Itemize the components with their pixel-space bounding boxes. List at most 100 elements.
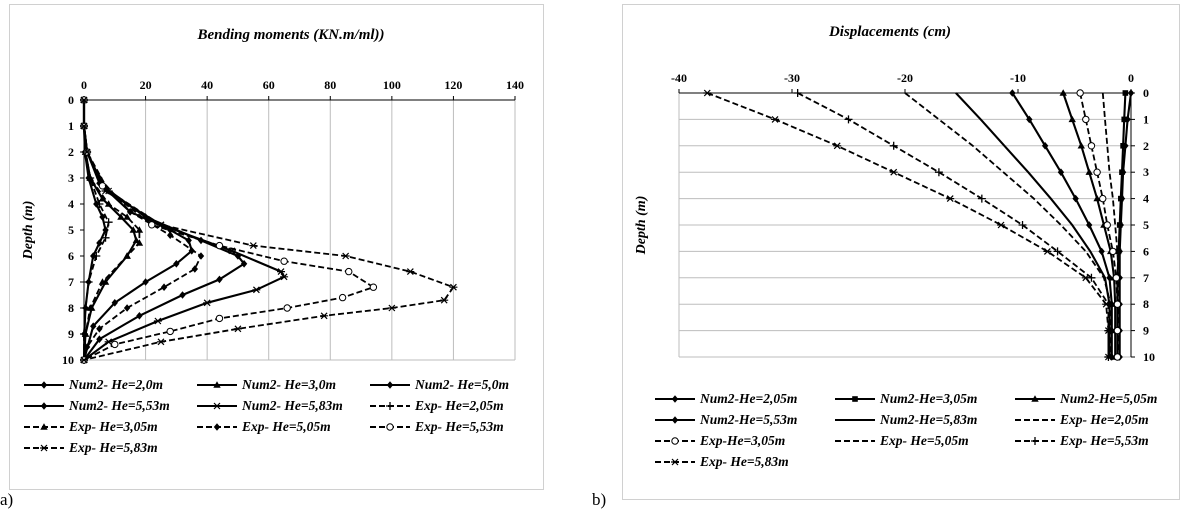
y-axis-label: Depth (m) bbox=[21, 201, 36, 261]
data-point bbox=[440, 296, 449, 304]
legend-swatch bbox=[24, 422, 64, 430]
data-point bbox=[135, 226, 144, 233]
legend-swatch-marker bbox=[386, 401, 394, 410]
x-tick-label: 120 bbox=[444, 78, 462, 92]
data-point bbox=[369, 283, 378, 291]
legend-label: Num2-He=5,05m bbox=[1060, 390, 1158, 406]
data-point bbox=[977, 194, 986, 203]
data-point bbox=[160, 283, 168, 291]
legend-entry-num2-he-5-05m: Num2-He=5,05m bbox=[1013, 388, 1183, 409]
legend-label: Exp- He=5,05m bbox=[242, 418, 331, 434]
data-point bbox=[1072, 194, 1079, 203]
legend-entry-num2-he-5-53m: Num2- He=5,53m bbox=[22, 395, 189, 416]
data-point bbox=[338, 293, 347, 302]
legend-label: Exp- He=5,83m bbox=[700, 453, 789, 469]
displacements-chart: Displacements (cm) Depth (m) -40 -30 -20 -10 0… bbox=[634, 24, 1155, 364]
data-point bbox=[197, 252, 205, 260]
data-point bbox=[95, 200, 104, 208]
y-tick-label: 9 bbox=[68, 327, 74, 341]
legend-label: Exp- He=3,05m bbox=[69, 418, 158, 434]
data-point bbox=[123, 252, 131, 259]
y-tick-label: 6 bbox=[1143, 244, 1149, 258]
data-point bbox=[96, 325, 103, 333]
data-point bbox=[135, 239, 144, 246]
data-point bbox=[1109, 247, 1117, 256]
chart-panel-displacements: Displacements (cm) Depth (m) -40 -30 -20 -10 0… bbox=[622, 4, 1180, 500]
legend-swatch bbox=[370, 401, 410, 410]
legend-entry-num2-he-2-05m: Num2-He=2,05m bbox=[653, 388, 827, 409]
y-tick-label: 5 bbox=[1143, 218, 1149, 232]
y-tick-label: 9 bbox=[1143, 324, 1149, 338]
data-point bbox=[833, 142, 842, 150]
data-point bbox=[80, 356, 88, 364]
legend-swatch-marker bbox=[671, 415, 679, 424]
legend-entry-exp-he-5-05m: Exp- He=5,05m bbox=[195, 416, 362, 437]
series-line bbox=[955, 92, 1111, 357]
y-tick-label: 4 bbox=[1143, 192, 1149, 206]
legend-swatch-marker bbox=[1031, 394, 1039, 402]
legend-swatch-marker bbox=[213, 422, 221, 431]
legend-swatch bbox=[24, 380, 64, 389]
data-point bbox=[1009, 89, 1016, 97]
legend-swatch bbox=[370, 380, 410, 389]
data-point bbox=[252, 286, 261, 294]
data-point bbox=[233, 325, 242, 333]
x-tick-label: 140 bbox=[506, 78, 524, 92]
data-point bbox=[111, 340, 119, 349]
data-point bbox=[1081, 274, 1090, 282]
data-point bbox=[1118, 195, 1124, 202]
legend-swatch-marker bbox=[671, 436, 679, 445]
data-point bbox=[1068, 115, 1076, 123]
data-point bbox=[280, 257, 288, 265]
data-point bbox=[136, 312, 143, 320]
data-point bbox=[345, 267, 353, 276]
legend-swatch bbox=[1015, 436, 1055, 445]
series-exp-he-3-05m bbox=[1076, 89, 1122, 361]
legend-entry-exp-he-3-05m: Exp- He=3,05m bbox=[22, 416, 189, 437]
data-point bbox=[104, 218, 113, 227]
data-point bbox=[98, 278, 107, 285]
data-point bbox=[166, 327, 174, 336]
legend-entry-num2-he-5-53m: Num2-He=5,53m bbox=[653, 409, 827, 430]
legend-entry-num2-he-3-05m: Num2-He=3,05m bbox=[833, 388, 1007, 409]
y-tick-label: 6 bbox=[68, 249, 74, 263]
legend-swatch bbox=[655, 415, 695, 424]
data-point bbox=[96, 335, 103, 343]
x-tick-label: -20 bbox=[897, 71, 913, 85]
legend-label: Num2- He=2,0m bbox=[69, 376, 163, 392]
y-tick-label: 3 bbox=[68, 171, 74, 185]
series-line bbox=[82, 100, 107, 361]
data-point bbox=[81, 330, 90, 337]
data-point bbox=[1122, 90, 1129, 96]
y-tick-label: 4 bbox=[68, 197, 74, 211]
data-point bbox=[283, 304, 291, 312]
data-point bbox=[156, 338, 165, 346]
legend-label: Exp- He=5,53m bbox=[415, 418, 504, 434]
legend-swatch-marker bbox=[213, 402, 221, 409]
series-num2-he-3-0m bbox=[80, 96, 141, 363]
legend-swatch-marker bbox=[671, 458, 679, 465]
data-point bbox=[934, 168, 943, 177]
data-point bbox=[173, 260, 180, 268]
data-point bbox=[1121, 116, 1128, 123]
legend-entry-num2-he-5-83m: Num2- He=5,83m bbox=[195, 395, 362, 416]
y-tick-label: 1 bbox=[68, 119, 74, 133]
legend-swatch-marker bbox=[40, 422, 48, 430]
data-point bbox=[123, 213, 131, 220]
data-point bbox=[1102, 300, 1111, 308]
legend-swatch-marker bbox=[40, 380, 48, 389]
data-point bbox=[96, 174, 103, 182]
data-point bbox=[1041, 142, 1049, 150]
series-exp-he-2-05m bbox=[1101, 92, 1120, 357]
data-point bbox=[117, 213, 125, 220]
legend-swatch bbox=[1015, 394, 1055, 402]
data-point bbox=[129, 226, 137, 233]
caption-a: a) bbox=[0, 490, 14, 509]
data-point bbox=[320, 312, 329, 320]
data-point bbox=[793, 89, 802, 97]
x-tick-label: 0 bbox=[81, 78, 87, 92]
data-point bbox=[84, 278, 93, 286]
x-tick-label: -10 bbox=[1010, 71, 1026, 85]
data-point bbox=[1093, 194, 1101, 202]
data-point bbox=[1120, 143, 1126, 149]
